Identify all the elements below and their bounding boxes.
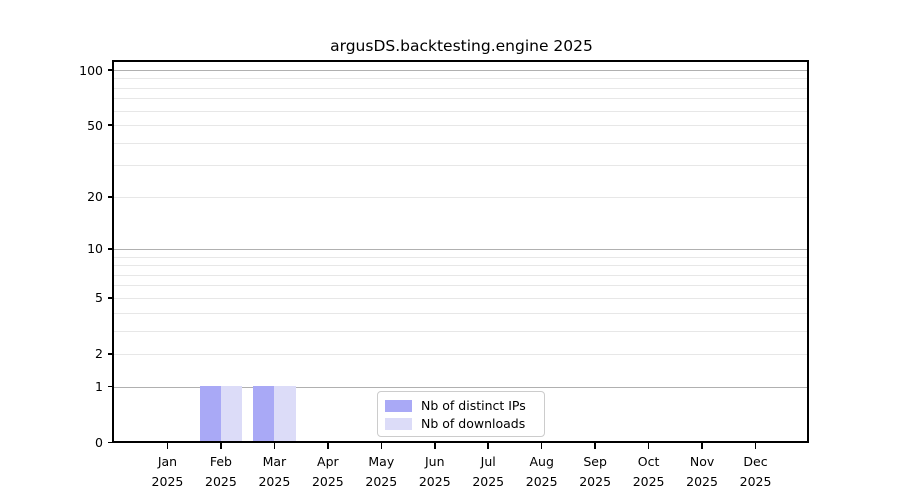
y-tick-label: 50 (33, 117, 103, 134)
gridline-minor (114, 98, 809, 99)
gridline-minor (114, 285, 809, 286)
gridline-minor (114, 165, 809, 166)
y-tick-label: 2 (33, 345, 103, 362)
x-tick (755, 443, 757, 449)
x-tick (220, 443, 222, 449)
gridline-minor (114, 354, 809, 355)
legend-item-downloads: Nb of downloads (385, 415, 536, 433)
gridline-minor (114, 257, 809, 258)
y-tick (108, 442, 114, 444)
y-tick (108, 196, 114, 198)
bar-nb-of-downloads (221, 386, 242, 442)
y-tick (108, 248, 114, 250)
gridline-minor (114, 88, 809, 89)
x-tick-label: Dec2025 (721, 452, 791, 491)
gridline-minor (114, 125, 809, 126)
y-tick (108, 124, 114, 126)
y-tick (108, 69, 114, 71)
gridline-minor (114, 197, 809, 198)
gridline-minor (114, 313, 809, 314)
legend-label-distinct-ips: Nb of distinct IPs (421, 397, 526, 415)
gridline-minor (114, 298, 809, 299)
y-tick (108, 297, 114, 299)
gridline-minor (114, 78, 809, 79)
y-tick (108, 386, 114, 388)
gridline-minor (114, 111, 809, 112)
y-tick-label: 0 (33, 434, 103, 451)
y-tick-label: 20 (33, 188, 103, 205)
y-tick-label: 100 (33, 62, 103, 79)
x-tick (648, 443, 650, 449)
legend-swatch-downloads (385, 418, 412, 430)
gridline-minor (114, 275, 809, 276)
legend-item-distinct-ips: Nb of distinct IPs (385, 397, 536, 415)
gridline-minor (114, 265, 809, 266)
plot-area (114, 61, 809, 442)
legend-label-downloads: Nb of downloads (421, 415, 525, 433)
legend: Nb of distinct IPs Nb of downloads (377, 391, 545, 437)
gridline-minor (114, 143, 809, 144)
gridline-major (114, 249, 809, 250)
x-tick (487, 443, 489, 449)
x-tick (327, 443, 329, 449)
x-tick (167, 443, 169, 449)
x-tick (274, 443, 276, 449)
y-tick-label: 5 (33, 289, 103, 306)
x-tick (434, 443, 436, 449)
x-tick (541, 443, 543, 449)
x-tick (701, 443, 703, 449)
bar-nb-of-distinct-ips (253, 386, 274, 442)
chart-figure: argusDS.backtesting.engine 2025 0 1 2 5 10 20… (0, 0, 900, 500)
y-tick-label: 1 (33, 378, 103, 395)
x-tick (381, 443, 383, 449)
chart-title: argusDS.backtesting.engine 2025 (114, 35, 809, 57)
bar-nb-of-distinct-ips (200, 386, 221, 442)
x-tick (594, 443, 596, 449)
legend-swatch-distinct-ips (385, 400, 412, 412)
y-tick-label: 10 (33, 240, 103, 257)
gridline-major (114, 70, 809, 71)
gridline-minor (114, 331, 809, 332)
y-tick (108, 353, 114, 355)
bar-nb-of-downloads (274, 386, 295, 442)
